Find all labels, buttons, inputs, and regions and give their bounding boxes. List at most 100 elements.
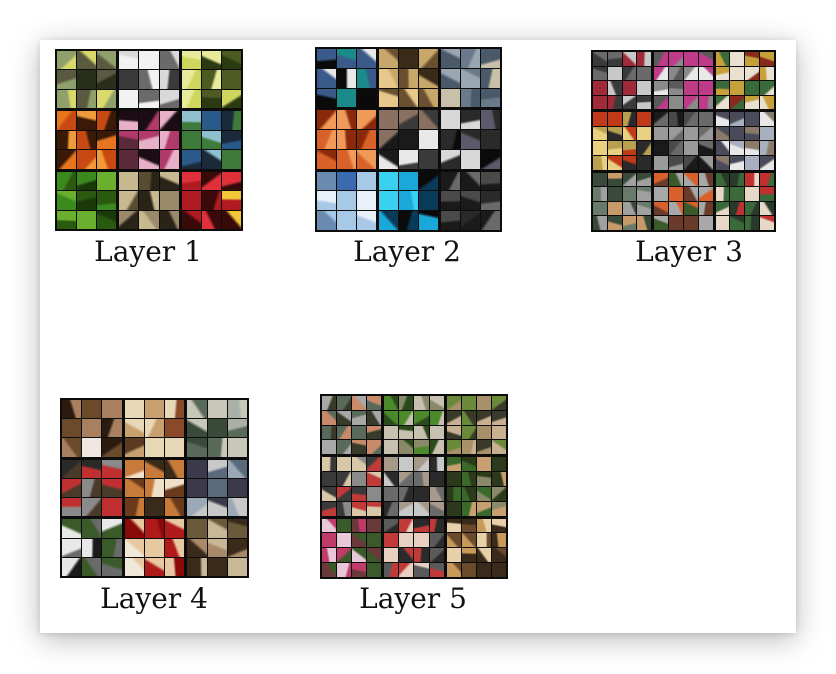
feature-patch	[715, 216, 730, 230]
feature-patch	[352, 518, 367, 533]
feature-patch	[441, 171, 460, 191]
feature-patch	[414, 472, 429, 486]
feature-patch	[124, 419, 144, 438]
feature-patch	[144, 538, 165, 557]
feature-patch	[124, 459, 144, 478]
feature-patch	[461, 501, 476, 516]
feature-patch	[317, 88, 336, 108]
feature-patch	[698, 66, 713, 81]
feature-patch	[461, 457, 476, 472]
feature-patch	[476, 518, 491, 533]
feature-patch	[379, 88, 398, 108]
feature-patch	[399, 88, 418, 108]
feature-patch	[119, 130, 139, 150]
feature-patch	[367, 457, 382, 472]
feature-patch	[337, 457, 352, 472]
feature-patch	[77, 210, 97, 229]
feature-patch	[481, 110, 500, 130]
feature-patch	[622, 66, 637, 81]
feature-patch	[379, 211, 398, 230]
feature-patch	[57, 89, 77, 109]
feature-patch	[384, 486, 399, 501]
feature-patch	[637, 201, 652, 216]
feature-patch	[491, 501, 506, 516]
feature-patch	[124, 498, 144, 517]
feature-patch	[622, 156, 637, 170]
feature-patch	[201, 89, 221, 109]
feature-patch	[607, 216, 622, 230]
feature-patch	[461, 110, 480, 130]
feature-patch	[446, 396, 461, 410]
feature-patch	[221, 191, 241, 210]
feature-patch	[124, 478, 144, 498]
feature-patch	[119, 171, 139, 191]
feature-patch	[637, 141, 652, 156]
feature-patch	[352, 486, 367, 501]
feature-patch	[637, 172, 652, 187]
feature-patch	[607, 112, 622, 126]
feature-patch	[669, 95, 683, 110]
feature-patch	[399, 501, 414, 516]
feature-patch	[698, 141, 713, 156]
feature-block	[654, 52, 713, 110]
feature-patch	[384, 501, 399, 516]
feature-patch	[441, 68, 460, 88]
feature-patch	[337, 440, 352, 455]
feature-patch	[461, 149, 480, 169]
feature-patch	[62, 478, 82, 498]
feature-patch	[119, 51, 139, 70]
feature-patch	[637, 156, 652, 170]
layer-5-feature-grid	[320, 394, 508, 579]
feature-patch	[622, 126, 637, 141]
feature-patch	[119, 89, 139, 109]
feature-patch	[159, 191, 179, 210]
feature-block	[57, 171, 117, 229]
feature-patch	[715, 112, 730, 126]
feature-patch	[491, 563, 506, 577]
feature-patch	[221, 150, 241, 169]
feature-patch	[317, 211, 336, 230]
feature-patch	[352, 440, 367, 455]
feature-patch	[399, 49, 418, 68]
feature-block	[181, 171, 241, 229]
feature-block	[187, 459, 247, 517]
feature-block	[384, 396, 444, 455]
feature-patch	[181, 171, 201, 191]
feature-patch	[187, 400, 207, 419]
feature-patch	[97, 51, 117, 70]
feature-patch	[760, 112, 774, 126]
feature-patch	[221, 111, 241, 130]
feature-patch	[419, 149, 438, 169]
feature-patch	[745, 201, 760, 216]
feature-patch	[221, 130, 241, 150]
feature-patch	[760, 156, 774, 170]
feature-patch	[367, 396, 382, 410]
feature-patch	[77, 191, 97, 210]
feature-patch	[760, 126, 774, 141]
layer-1-feature-grid	[55, 49, 243, 231]
feature-patch	[760, 172, 774, 187]
feature-patch	[352, 501, 367, 516]
feature-block	[181, 51, 241, 109]
feature-patch	[119, 70, 139, 89]
feature-patch	[227, 519, 247, 538]
feature-patch	[461, 130, 480, 149]
feature-patch	[414, 457, 429, 472]
feature-patch	[461, 211, 480, 230]
feature-patch	[429, 518, 444, 533]
feature-patch	[144, 438, 165, 457]
feature-patch	[683, 172, 698, 187]
feature-patch	[102, 459, 122, 478]
feature-patch	[745, 172, 760, 187]
feature-patch	[144, 478, 165, 498]
feature-patch	[419, 49, 438, 68]
feature-patch	[730, 216, 745, 230]
layer-4-feature-grid	[60, 398, 249, 578]
feature-patch	[201, 51, 221, 70]
feature-block	[715, 172, 774, 230]
feature-patch	[593, 112, 607, 126]
feature-patch	[352, 472, 367, 486]
feature-patch	[715, 95, 730, 110]
feature-patch	[399, 149, 418, 169]
feature-patch	[139, 70, 159, 89]
